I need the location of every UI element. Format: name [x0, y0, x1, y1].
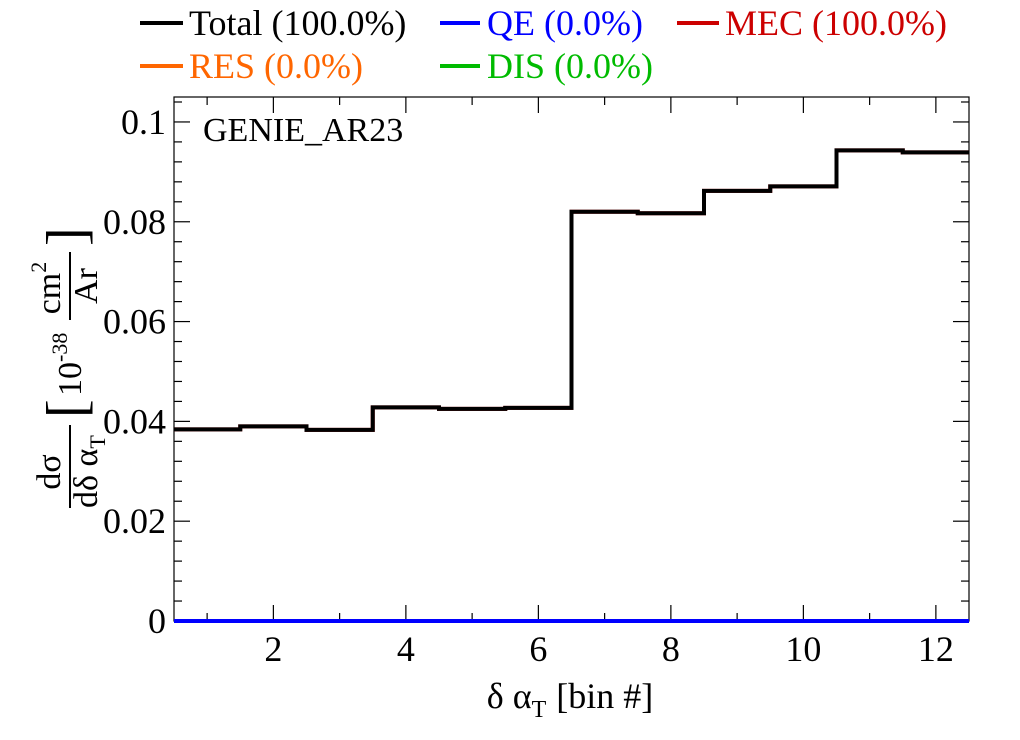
y-tick-label: 0.1 [121, 102, 166, 142]
y-axis-label-unit-denominator: Ar [68, 267, 105, 304]
x-tick-label: 12 [918, 629, 954, 669]
legend: Total (100.0%) QE (0.0%) MEC (100.0%) RE… [140, 3, 947, 86]
series-lines [174, 148, 969, 623]
y-axis-label-numerator: dσ [31, 454, 68, 489]
x-axis-label-unit: [bin #] [556, 676, 653, 716]
y-axis-label-unit-base-text: 10 [52, 362, 89, 396]
legend-label-dis: DIS (0.0%) [487, 46, 653, 86]
y-tick-label: 0 [148, 601, 166, 641]
y-tick-label: 0.06 [103, 302, 166, 342]
legend-label-res: RES (0.0%) [189, 46, 363, 86]
legend-entry-total: Total (100.0%) [140, 3, 406, 43]
y-axis-label-bracket-right: ] [36, 227, 98, 246]
legend-entry-mec: MEC (100.0%) [677, 3, 947, 43]
legend-entry-dis: DIS (0.0%) [440, 46, 653, 86]
x-axis-label-main: δ α [487, 676, 532, 716]
series-line-total [174, 148, 969, 432]
legend-label-mec: MEC (100.0%) [725, 3, 947, 43]
x-axis-label: δ αT [bin #] [487, 676, 653, 723]
x-tick-label: 10 [785, 629, 821, 669]
x-axis-ticks: 2 4 6 8 10 12 [206, 97, 954, 669]
y-tick-label: 0.02 [103, 501, 166, 541]
y-tick-label: 0.08 [103, 202, 166, 242]
y-axis-label-unit-num-main: cm [31, 273, 68, 315]
x-tick-label: 8 [662, 629, 680, 669]
y-axis-label-den-sub: T [85, 435, 110, 449]
y-axis-label-bracket-left: [ [36, 399, 98, 418]
legend-label-qe: QE (0.0%) [487, 3, 643, 43]
x-tick-label: 6 [529, 629, 547, 669]
x-tick-label: 2 [264, 629, 282, 669]
x-tick-label: 4 [397, 629, 415, 669]
y-axis-ticks: 0 0.02 0.04 0.06 0.08 0.1 [103, 101, 969, 641]
y-axis-label-unit-num-exp: 2 [26, 262, 51, 273]
y-axis-label-denominator: dδ αT [68, 435, 110, 508]
y-axis-label-unit-base: 10-38 [47, 333, 89, 396]
x-axis-label-sub: T [532, 697, 547, 723]
legend-entry-res: RES (0.0%) [140, 46, 363, 86]
y-axis-label-unit-exp: -38 [47, 333, 72, 362]
legend-entry-qe: QE (0.0%) [440, 3, 643, 43]
model-annotation: GENIE_AR23 [203, 112, 403, 149]
y-tick-label: 0.04 [103, 401, 166, 441]
y-axis-label-den-main: dδ α [68, 448, 105, 508]
legend-label-total: Total (100.0%) [189, 3, 406, 43]
y-axis-label-unit-numerator: cm2 [26, 262, 68, 315]
y-axis-label: dσ dδ αT [ 10-38 cm2 Ar ] [26, 227, 110, 508]
